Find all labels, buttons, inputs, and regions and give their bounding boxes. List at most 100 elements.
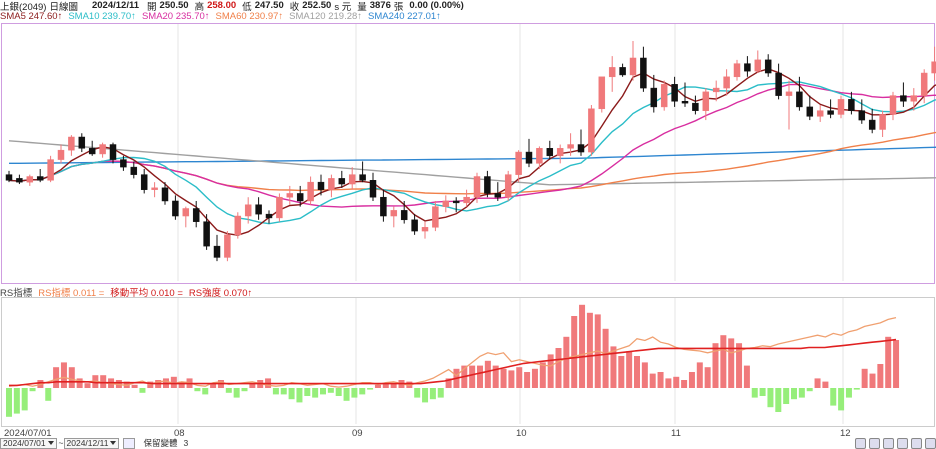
rs-strength-bar: [233, 388, 240, 398]
candle-body: [858, 110, 866, 121]
rs-strength-bar: [296, 388, 303, 403]
rs-strength-bar: [45, 388, 52, 401]
candle-body: [816, 110, 824, 117]
candle-body: [723, 76, 730, 89]
candle-body: [140, 174, 148, 190]
footer-toolbar: 2024/07/01 ~ 2024/12/11 保留變體 3: [0, 437, 936, 449]
x-axis-label: 12: [840, 428, 851, 439]
candle-body: [484, 176, 491, 194]
zoom-out-icon[interactable]: [869, 437, 880, 449]
candle-body: [380, 196, 387, 217]
rs-strength-bar: [29, 388, 36, 392]
toolbar-icons: [852, 437, 936, 449]
ma-line-sma240: [9, 146, 936, 165]
candle-body: [286, 193, 294, 198]
candle-body: [130, 166, 138, 175]
mode-label: 保留變體: [143, 438, 178, 448]
rs-strength-bar: [484, 360, 491, 388]
rs-strength-bar: [783, 388, 790, 404]
rs-strength-bar: [178, 381, 185, 388]
rs-strength-bar: [626, 351, 633, 388]
period-label: 日線圖: [49, 1, 78, 13]
ma-line-sma10: [8, 81, 936, 225]
volume-unit: 張: [393, 1, 404, 13]
candle-body: [868, 119, 876, 130]
ma-legend-item: SMA240 227.01↑: [368, 11, 441, 22]
rs-strength-bar: [359, 388, 366, 395]
candle-body: [536, 148, 543, 164]
scroll-left-icon[interactable]: [883, 437, 894, 449]
rs-strength-bar: [194, 388, 201, 392]
rs-strength-bar: [76, 378, 83, 388]
range-separator: ~: [58, 438, 64, 448]
rs-strength-bar: [422, 388, 429, 403]
rs-strength-bar: [343, 388, 350, 401]
x-axis-label: 08: [174, 428, 185, 439]
candle-body: [754, 59, 762, 72]
rs-strength-bar: [272, 388, 279, 395]
ma-line-sma5: [8, 68, 936, 236]
candle-body: [192, 208, 200, 222]
close-label: 收: [289, 1, 300, 13]
low-value: 247.50: [254, 0, 284, 11]
rs-strength-bar: [610, 346, 617, 388]
candle-body: [224, 234, 231, 258]
rs-strength-bar: [791, 388, 797, 400]
open-value: 250.50: [159, 0, 189, 11]
rs-strength-bar: [382, 383, 389, 388]
candle-body: [390, 210, 398, 217]
candle-body: [421, 227, 429, 232]
rs-strength-bar: [477, 365, 483, 388]
high-label: 高: [194, 1, 205, 13]
rs-strength-bar: [500, 368, 507, 388]
ma-legend-item: SMA5 247.60↑: [0, 11, 63, 22]
rs-strength-bar: [21, 388, 28, 411]
indicator-legend-item: RS指標 0.011 =: [38, 288, 105, 299]
scroll-right-icon[interactable]: [897, 437, 908, 449]
chevron-down-icon: [110, 441, 117, 445]
candle-body: [57, 149, 65, 160]
zoom-in-icon[interactable]: [855, 437, 866, 449]
candle-body: [504, 174, 512, 198]
rs-strength-bar: [249, 383, 256, 388]
candle-body: [338, 178, 346, 185]
change-value: 0.00 (0.00%): [409, 0, 464, 11]
rs-strength-bar: [60, 362, 67, 388]
candle-body: [848, 99, 855, 111]
apply-range-button[interactable]: [123, 437, 136, 449]
candle-body: [889, 95, 897, 115]
rs-strength-bar: [618, 356, 625, 388]
alert-icon[interactable]: [925, 437, 936, 449]
end-date-value: 2024/12/11: [66, 437, 109, 448]
candle-body: [608, 67, 616, 78]
rs-strength-bar: [696, 362, 703, 388]
rs-strength-bar: [555, 348, 562, 388]
low-label: 低: [242, 1, 252, 13]
candle-body: [213, 245, 221, 258]
candle-body: [660, 84, 668, 108]
symbol-name: 上銀(2049): [0, 1, 47, 13]
candle-body: [712, 87, 720, 93]
candle-body: [733, 63, 741, 78]
end-date-select[interactable]: 2024/12/11: [63, 437, 120, 449]
rs-strength-bar: [547, 354, 554, 388]
rs-strength-bar: [657, 372, 664, 388]
indicator-legend-item: RS強度 0.070↑: [188, 288, 253, 299]
candle-body: [411, 219, 418, 232]
candle-body: [328, 178, 335, 190]
candle-body: [400, 210, 408, 221]
candle-body: [16, 178, 23, 183]
candle-body: [598, 76, 606, 110]
rs-strength-bar: [100, 375, 107, 388]
start-date-select[interactable]: 2024/07/01: [0, 437, 57, 449]
candle-body: [234, 215, 242, 236]
candle-body: [827, 110, 834, 115]
indicator-chart-frame: [1, 297, 935, 427]
indicator-legend: RS指標 RS指標 0.011 = 移動平均 0.010 = RS強度 0.070↑: [0, 286, 258, 299]
rs-strength-bar: [830, 388, 837, 406]
candle-body: [276, 196, 283, 219]
ma-legend-item: SMA60 230.97↑: [215, 11, 284, 22]
rs-strength-bar: [469, 365, 476, 388]
settings-icon[interactable]: [911, 437, 922, 449]
